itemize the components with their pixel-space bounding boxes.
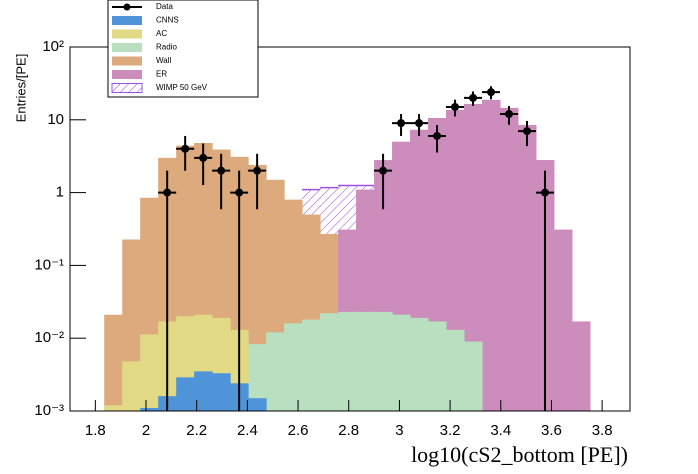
legend-label: CNNS	[156, 16, 179, 25]
data-point	[397, 119, 406, 128]
legend-label: Wall	[156, 56, 171, 65]
y-tick-label: 10	[47, 111, 64, 128]
x-tick-label: 3.6	[541, 422, 562, 439]
plot-area	[104, 86, 591, 412]
histogram-bar	[104, 314, 123, 411]
histogram-bar	[374, 311, 393, 411]
histogram-bar	[248, 398, 267, 411]
data-point	[379, 166, 388, 175]
histogram-bar	[571, 321, 591, 411]
histogram-bar	[140, 407, 159, 411]
x-tick-label: 2.6	[288, 422, 309, 439]
histogram-bar	[356, 311, 375, 411]
histogram-bar	[122, 361, 141, 411]
histogram-bar	[266, 332, 285, 411]
data-point	[163, 188, 172, 197]
histogram-bar	[410, 317, 429, 411]
legend-label: WIMP 50 GeV	[156, 83, 208, 92]
data-point	[199, 153, 208, 162]
legend-swatch	[123, 3, 131, 11]
histogram-bar	[464, 341, 483, 411]
x-tick-label: 2.2	[186, 422, 207, 439]
legend-label: ER	[156, 70, 167, 79]
data-point	[469, 93, 478, 102]
legend: Data CNNS AC Radio Wall ER WIMP 50 GeV	[107, 0, 259, 98]
legend-swatch	[112, 29, 142, 39]
legend-label: AC	[156, 29, 167, 38]
histogram-bar	[284, 323, 303, 411]
histogram-bar	[464, 103, 483, 412]
histogram-bar	[482, 99, 501, 411]
legend-swatch	[112, 43, 142, 52]
histogram-bar	[248, 344, 267, 411]
histogram-bar	[320, 313, 339, 411]
histogram-bar	[176, 377, 195, 411]
histogram-bar	[392, 314, 411, 411]
data-point	[540, 188, 549, 197]
x-tick-label: 3.4	[490, 422, 511, 439]
data-point	[181, 144, 190, 153]
legend-swatch	[112, 56, 142, 66]
histogram-bar	[338, 311, 357, 411]
x-tick-label: 3.8	[592, 422, 613, 439]
data-point	[235, 188, 244, 197]
x-tick-label: 3	[395, 422, 403, 439]
histogram-bar	[212, 373, 231, 411]
x-tick-label: 2	[142, 422, 150, 439]
histogram-bar	[302, 319, 321, 411]
legend-swatch	[112, 70, 142, 79]
histogram-bar	[104, 405, 123, 411]
histogram-bar	[518, 124, 537, 412]
data-point	[415, 119, 424, 128]
y-tick-label: 10⁻²	[34, 329, 64, 346]
histogram-bar	[428, 321, 447, 411]
legend-label: Data	[156, 2, 173, 11]
frame	[69, 46, 631, 412]
data-point	[217, 166, 226, 175]
y-tick-label: 10⁻³	[34, 402, 64, 419]
x-tick-label: 1.8	[85, 422, 106, 439]
legend-swatch	[111, 83, 143, 93]
histogram-bar	[140, 334, 159, 411]
y-tick-label: 10²	[42, 38, 64, 55]
x-tick-label: 3.2	[440, 422, 461, 439]
data-point	[433, 131, 442, 140]
x-tick-label: 2.4	[237, 422, 258, 439]
x-axis-title: log10(cS2_bottom [PE])	[411, 442, 628, 467]
y-axis-title: Entries/[PE]	[13, 54, 28, 123]
legend-swatch	[112, 16, 142, 25]
data-point	[505, 110, 514, 119]
histogram-bar	[446, 329, 465, 411]
histogram-bar	[553, 229, 573, 411]
y-tick-label: 1	[56, 184, 64, 201]
histogram-bar	[500, 107, 519, 411]
y-tick-label: 10⁻¹	[34, 256, 64, 273]
data-point	[451, 102, 460, 111]
legend-label: Radio	[156, 43, 177, 52]
data-point	[522, 127, 531, 136]
data-point	[253, 166, 262, 175]
x-tick-label: 2.8	[338, 422, 359, 439]
data-point	[487, 88, 496, 97]
histogram-bar	[194, 371, 213, 411]
